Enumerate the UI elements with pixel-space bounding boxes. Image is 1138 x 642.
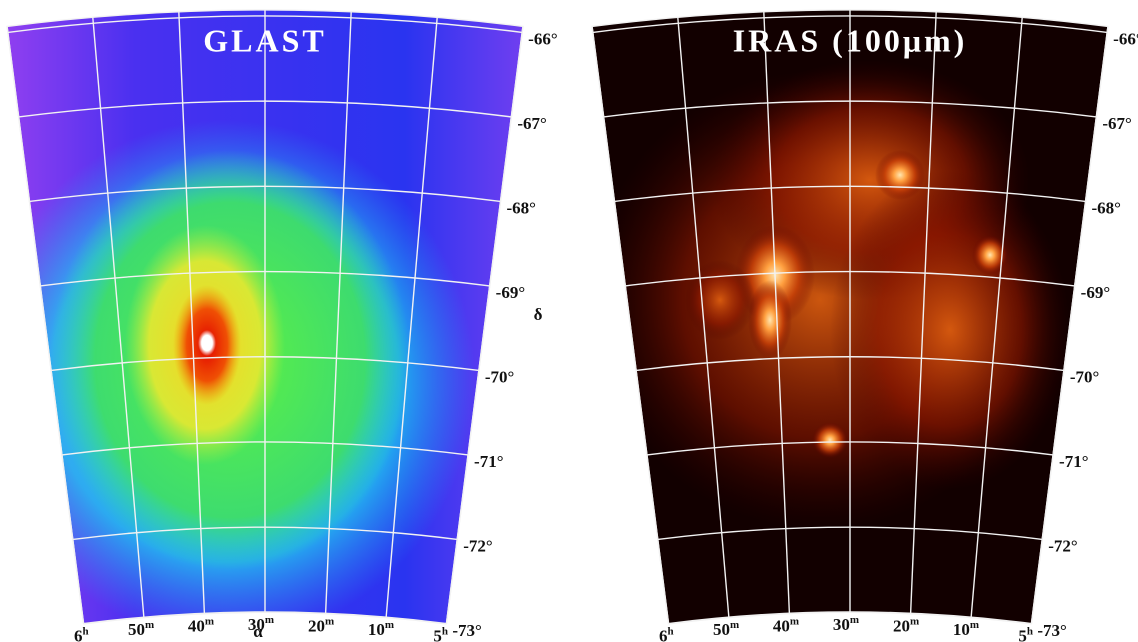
- dec-label: -71°: [1059, 452, 1088, 471]
- overlay: GLAST -66°-67°-68°-69°-70°-71°-72°-73°6h 5…: [6, 9, 1138, 642]
- dec-label: -70°: [485, 367, 514, 386]
- ra-label: 20m: [308, 615, 334, 635]
- glast-map: [7, 9, 523, 624]
- ra-label: 50m: [128, 619, 154, 639]
- ra-label-number: 20: [308, 616, 325, 635]
- ra-label-number: 50: [128, 620, 145, 639]
- ra-label-number: 40: [773, 616, 790, 635]
- ra-label: 6h: [659, 625, 674, 642]
- ra-label: 30m: [248, 614, 274, 634]
- ra-label-unit: m: [790, 615, 799, 627]
- ra-label: 40m: [188, 615, 214, 635]
- panel-title: IRAS (100μm): [733, 22, 968, 58]
- ra-label-unit: m: [385, 619, 394, 631]
- ra-label: 50m: [713, 619, 739, 639]
- ra-label: 6h: [74, 625, 89, 642]
- dec-label: -67°: [517, 114, 546, 133]
- ra-label-unit: m: [910, 615, 919, 627]
- ra-label: 5h: [1018, 625, 1033, 642]
- ra-grid-line: [970, 17, 1023, 618]
- ra-label: 10m: [368, 619, 394, 639]
- ra-axis-label: α: [253, 622, 263, 641]
- ra-label-unit: h: [442, 625, 448, 637]
- dec-label: -72°: [463, 536, 492, 555]
- dec-label: -71°: [474, 452, 503, 471]
- ra-label-unit: m: [325, 615, 334, 627]
- dec-label: -67°: [1102, 114, 1131, 133]
- dec-label: -72°: [1048, 536, 1077, 555]
- panel-title: GLAST: [203, 22, 326, 58]
- dec-label: -73°: [452, 621, 481, 640]
- ra-label-unit: m: [850, 614, 859, 626]
- ra-grid-line: [324, 11, 352, 614]
- ra-grid-line: [763, 11, 791, 614]
- ra-label: 40m: [773, 615, 799, 635]
- ra-label: 5h: [433, 625, 448, 642]
- dec-axis-label: δ: [534, 305, 543, 324]
- dec-label: -69°: [1081, 283, 1110, 302]
- ra-grid-line: [677, 17, 730, 618]
- panel: IRAS (100μm) -66° -67° -68° -69° -70° -71° -72°…: [591, 9, 1138, 642]
- ra-grid-line: [909, 11, 937, 614]
- ra-label-number: 30: [833, 615, 850, 634]
- ra-label-unit: m: [730, 619, 739, 631]
- dec-label: -70°: [1070, 367, 1099, 386]
- ra-label-number: 5: [433, 626, 442, 642]
- dec-label: -68°: [1092, 198, 1121, 217]
- ra-label-number: 5: [1018, 626, 1027, 642]
- ra-label: 20m: [893, 615, 919, 635]
- ra-label: 10m: [953, 619, 979, 639]
- ra-label-number: 20: [893, 616, 910, 635]
- ra-label-unit: m: [205, 615, 214, 627]
- ra-label-unit: m: [970, 619, 979, 631]
- ra-grid-line: [385, 17, 438, 618]
- ra-label-number: 10: [953, 620, 970, 639]
- ra-grid-line: [178, 11, 206, 614]
- ra-label: 30m: [833, 614, 859, 634]
- dec-label: -73°: [1037, 621, 1066, 640]
- dec-label: -66°: [528, 29, 557, 48]
- ra-grid-line: [92, 17, 145, 618]
- ra-label-unit: h: [668, 625, 674, 637]
- ra-label-number: 50: [713, 620, 730, 639]
- dec-label: -66°: [1113, 29, 1138, 48]
- panel: GLAST -66°-67°-68°-69°-70°-71°-72°-73°6h 5…: [6, 9, 558, 642]
- ra-label-number: 6: [659, 626, 668, 642]
- ra-label-unit: h: [1027, 625, 1033, 637]
- ra-label-unit: m: [265, 614, 274, 626]
- ra-label-number: 6: [74, 626, 83, 642]
- map-border: [591, 9, 1109, 625]
- map-border: [6, 9, 524, 625]
- ra-label-number: 30: [248, 615, 265, 634]
- ra-label-unit: h: [83, 625, 89, 637]
- dec-label: -68°: [507, 198, 536, 217]
- ra-label-number: 40: [188, 616, 205, 635]
- dec-label: -69°: [496, 283, 525, 302]
- ra-label-number: 10: [368, 620, 385, 639]
- ra-label-unit: m: [145, 619, 154, 631]
